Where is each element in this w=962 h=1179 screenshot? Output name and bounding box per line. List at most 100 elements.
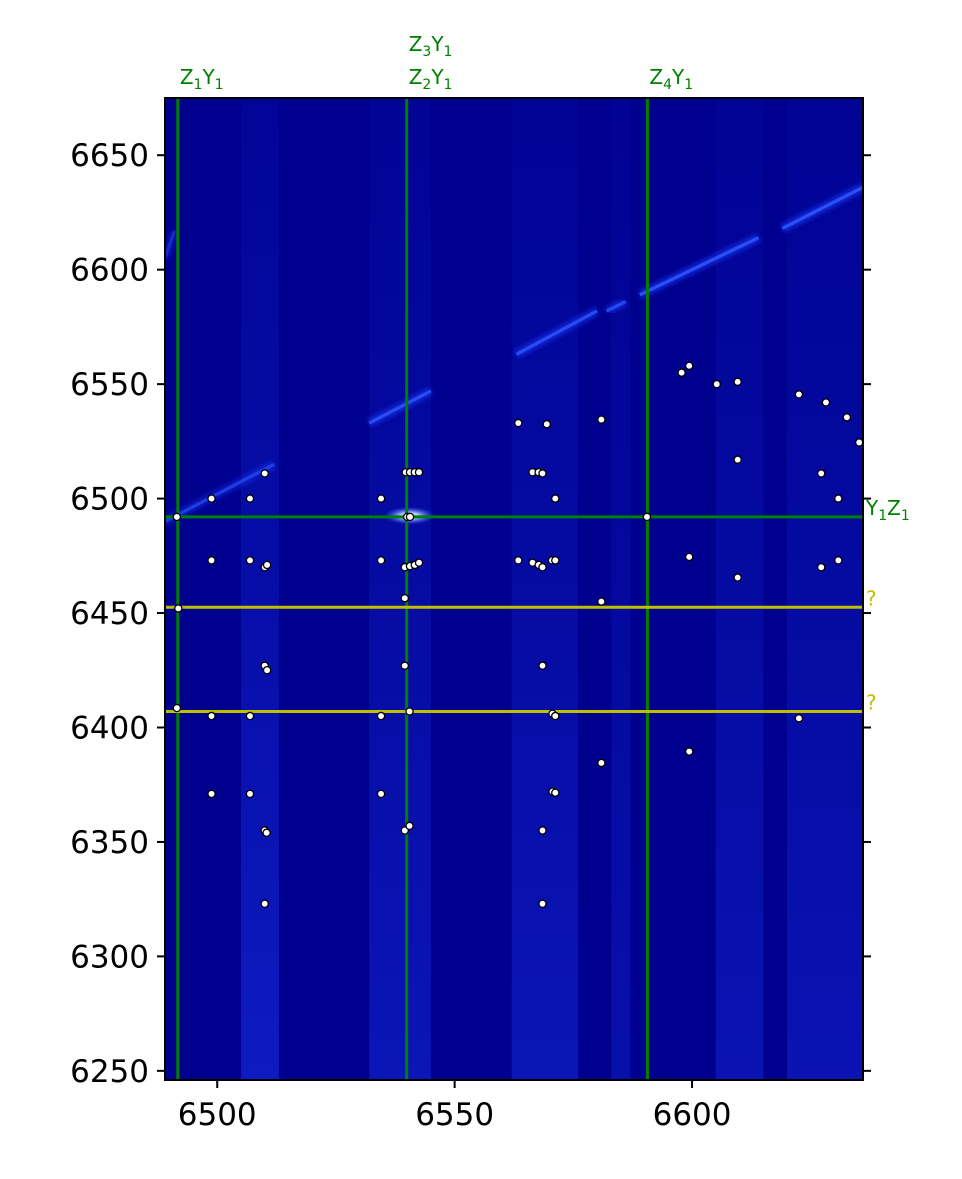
peak-marker — [794, 714, 804, 723]
diagonal-trace — [165, 230, 177, 259]
diagonal-trace — [639, 236, 760, 297]
diagonal-trace — [368, 389, 432, 425]
peak-marker — [816, 563, 826, 572]
peak-marker — [414, 468, 424, 477]
peak-marker — [262, 666, 272, 675]
peak-marker — [551, 556, 560, 565]
peak-marker — [538, 899, 547, 908]
diagonal-trace — [515, 309, 598, 356]
vertical-assignment-lines: Z1Y1 Z2Y1 Z3Y1 Z4Y1 — [176, 32, 693, 1080]
vertical-line-label: Z4Y1 — [649, 65, 693, 93]
peak-marker — [514, 418, 523, 428]
peak-marker — [260, 469, 269, 478]
y-tick-label: 6500 — [70, 482, 149, 518]
diagonal-trace — [165, 462, 275, 523]
peak-marker — [245, 494, 255, 503]
peak-marker — [733, 377, 742, 387]
peak-marker — [684, 361, 694, 371]
peak-marker — [376, 556, 386, 565]
peak-markers — [172, 361, 863, 908]
peak-marker — [821, 398, 831, 407]
y-tick-label: 6600 — [70, 253, 149, 289]
y-tick-label: 6550 — [70, 367, 149, 403]
peak-marker — [794, 390, 804, 399]
peak-marker — [551, 788, 560, 797]
peak-marker — [260, 899, 269, 908]
column-band — [611, 98, 631, 1080]
peak-marker — [842, 413, 852, 422]
peak-marker — [733, 573, 742, 582]
peak-marker — [854, 438, 863, 447]
diagonal-trace — [781, 185, 863, 230]
peak-marker — [405, 512, 415, 522]
diagonal-traces — [165, 183, 863, 526]
peak-marker — [262, 828, 271, 838]
diagonal-trace-glow — [165, 229, 179, 260]
peak-marker — [414, 558, 424, 567]
peak-marker — [712, 379, 722, 389]
peak-marker — [207, 711, 216, 721]
x-tick-label: 6600 — [653, 1097, 732, 1133]
x-tick-label: 6550 — [415, 1097, 494, 1133]
y-tick-label: 6650 — [70, 138, 149, 174]
horizontal-assignment-lines: Y1Z1?? — [165, 496, 910, 714]
peak-marker — [538, 469, 547, 478]
peak-marker — [597, 758, 606, 768]
peak-marker — [400, 593, 410, 603]
peak-marker — [262, 560, 272, 570]
column-band — [787, 98, 863, 1080]
peak-marker — [174, 604, 183, 613]
peak-marker — [376, 711, 386, 721]
peak-marker — [405, 707, 414, 716]
x-tick-label: 6500 — [178, 1097, 257, 1133]
peak-marker — [207, 556, 216, 565]
peak-marker — [834, 494, 843, 503]
peak-marker — [405, 821, 414, 831]
peak-marker — [538, 661, 547, 670]
peak-marker — [376, 494, 386, 503]
column-band — [715, 98, 764, 1080]
peak-marker — [245, 711, 255, 721]
horizontal-line-label: ? — [866, 690, 877, 714]
vertical-line-label: Z1Y1 — [180, 65, 224, 93]
peak-marker — [207, 789, 216, 799]
column-band — [369, 98, 431, 1080]
peak-marker — [834, 556, 843, 565]
peak-marker — [542, 419, 552, 429]
x-axis-ticks: 6500 6550 6600 — [178, 1080, 732, 1133]
y-tick-label: 6450 — [70, 596, 149, 632]
peak-marker — [684, 552, 694, 562]
peak-marker — [245, 556, 255, 565]
peak-marker — [172, 512, 182, 522]
peak-marker — [597, 597, 606, 606]
peak-marker — [551, 711, 560, 721]
peak-marker — [207, 494, 216, 503]
diagonal-trace — [605, 300, 627, 313]
peak-marker — [733, 455, 742, 464]
vertical-line-label: Z2Y1 — [409, 65, 453, 93]
peak-marker — [400, 661, 410, 670]
peak-marker — [376, 789, 386, 799]
peak-marker — [538, 826, 547, 835]
peak-marker — [514, 556, 523, 565]
peak-marker — [172, 703, 182, 713]
horizontal-line-label: ? — [866, 586, 877, 610]
y-tick-label: 6400 — [70, 710, 149, 746]
peak-marker — [597, 415, 606, 424]
peak-marker — [538, 563, 547, 572]
plot-frame — [164, 97, 864, 1081]
peak-marker — [816, 469, 826, 478]
peak-marker — [677, 368, 686, 377]
column-band — [240, 98, 279, 1080]
vertical-line-label: Z3Y1 — [409, 32, 453, 60]
peak-marker — [642, 512, 652, 522]
column-band — [511, 98, 579, 1080]
peak-marker — [551, 494, 560, 503]
peak-marker — [684, 747, 694, 756]
y-tick-label: 6250 — [70, 1054, 149, 1090]
column-bands — [240, 98, 863, 1080]
y-tick-label: 6350 — [70, 825, 149, 861]
y-axis-ticks: 6250 6300 6350 6400 6450 6500 6550 6600 6650 — [70, 138, 871, 1090]
peak-marker — [245, 789, 255, 799]
